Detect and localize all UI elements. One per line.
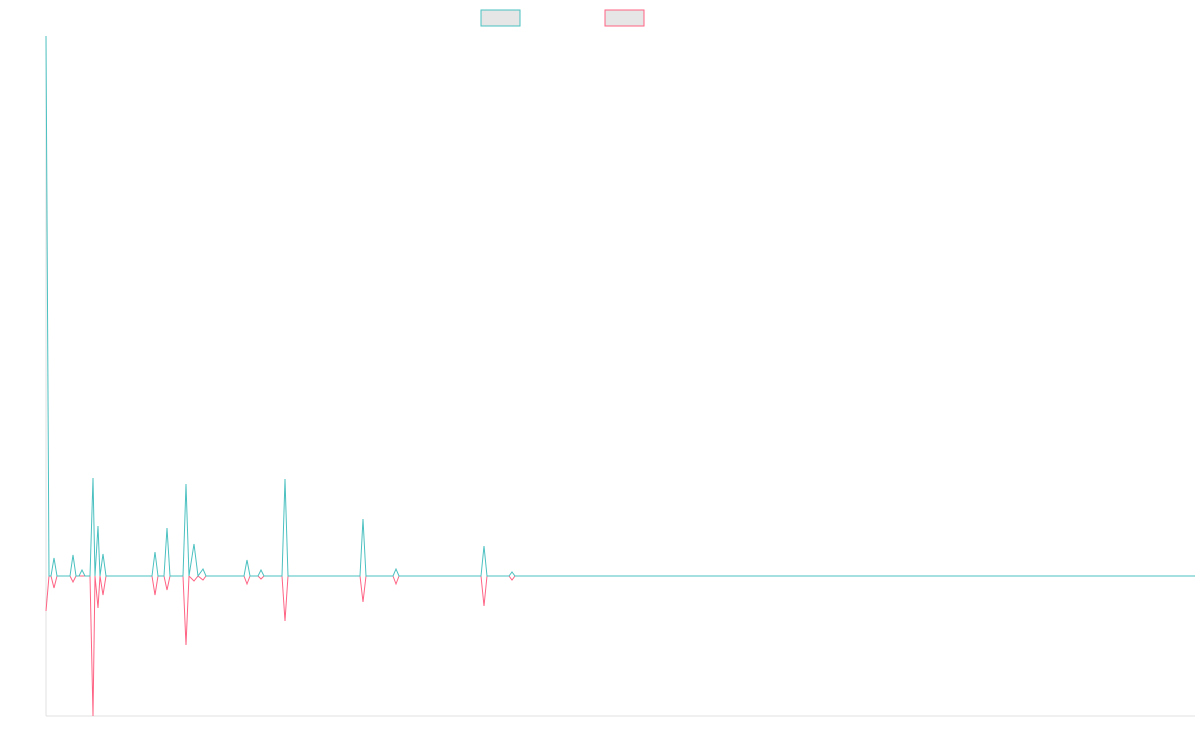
legend-swatch[interactable] — [480, 9, 521, 27]
series-line — [45, 35, 1195, 578]
series-line — [45, 574, 1195, 717]
legend-swatch[interactable] — [604, 9, 645, 27]
